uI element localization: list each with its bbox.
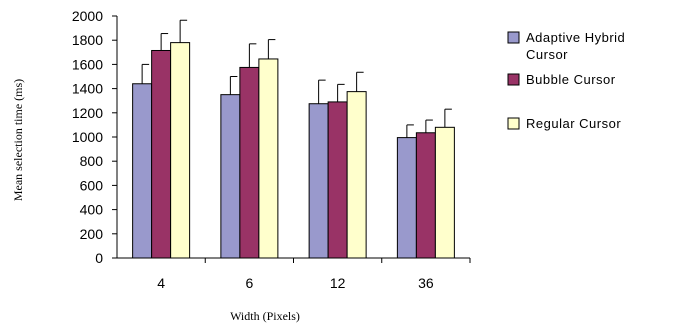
y-tick-label: 600 bbox=[80, 177, 104, 193]
bars bbox=[132, 42, 455, 259]
legend-label: Regular Cursor bbox=[526, 116, 621, 131]
bar bbox=[258, 58, 279, 259]
x-axis-ticks: 4 6 12 36 bbox=[157, 258, 471, 291]
legend-label: Cursor bbox=[526, 47, 568, 62]
x-tick-label: 6 bbox=[245, 275, 253, 291]
legend-swatch bbox=[507, 73, 520, 86]
x-tick-label: 36 bbox=[418, 275, 434, 291]
legend-label: Adaptive Hybrid bbox=[526, 30, 625, 45]
bar bbox=[327, 101, 348, 259]
y-axis-ticks: 0 200 400 600 800 1000 1200 1400 1600 1800 2000 bbox=[72, 8, 117, 266]
x-tick-label: 12 bbox=[330, 275, 346, 291]
bar bbox=[346, 91, 367, 259]
y-tick-label: 1200 bbox=[72, 105, 103, 121]
legend-label: Bubble Cursor bbox=[526, 72, 616, 87]
legend-swatch bbox=[507, 117, 520, 130]
y-tick-label: 1800 bbox=[72, 32, 103, 48]
bar bbox=[396, 137, 417, 259]
y-tick-label: 800 bbox=[80, 153, 104, 169]
y-axis-title: Mean selection time (ms) bbox=[11, 79, 25, 201]
bar bbox=[239, 66, 260, 259]
y-tick-label: 1600 bbox=[72, 56, 103, 72]
y-tick-label: 1000 bbox=[72, 129, 103, 145]
error-bars bbox=[141, 19, 452, 138]
bar bbox=[132, 83, 153, 259]
y-tick-label: 200 bbox=[80, 226, 104, 242]
legend-swatch bbox=[507, 31, 520, 44]
y-tick-label: 0 bbox=[95, 250, 103, 266]
x-tick-label: 4 bbox=[157, 275, 165, 291]
bar bbox=[170, 42, 191, 259]
y-tick-label: 400 bbox=[80, 202, 104, 218]
bar bbox=[151, 49, 172, 259]
x-axis-title: Width (Pixels) bbox=[230, 309, 300, 323]
y-tick-label: 1400 bbox=[72, 81, 103, 97]
bar bbox=[220, 94, 241, 259]
bar bbox=[434, 126, 455, 259]
bar bbox=[308, 103, 329, 259]
y-tick-label: 2000 bbox=[72, 8, 103, 24]
bar bbox=[415, 132, 436, 259]
legend: Adaptive Hybrid Cursor Bubble Cursor Regula… bbox=[507, 30, 625, 131]
